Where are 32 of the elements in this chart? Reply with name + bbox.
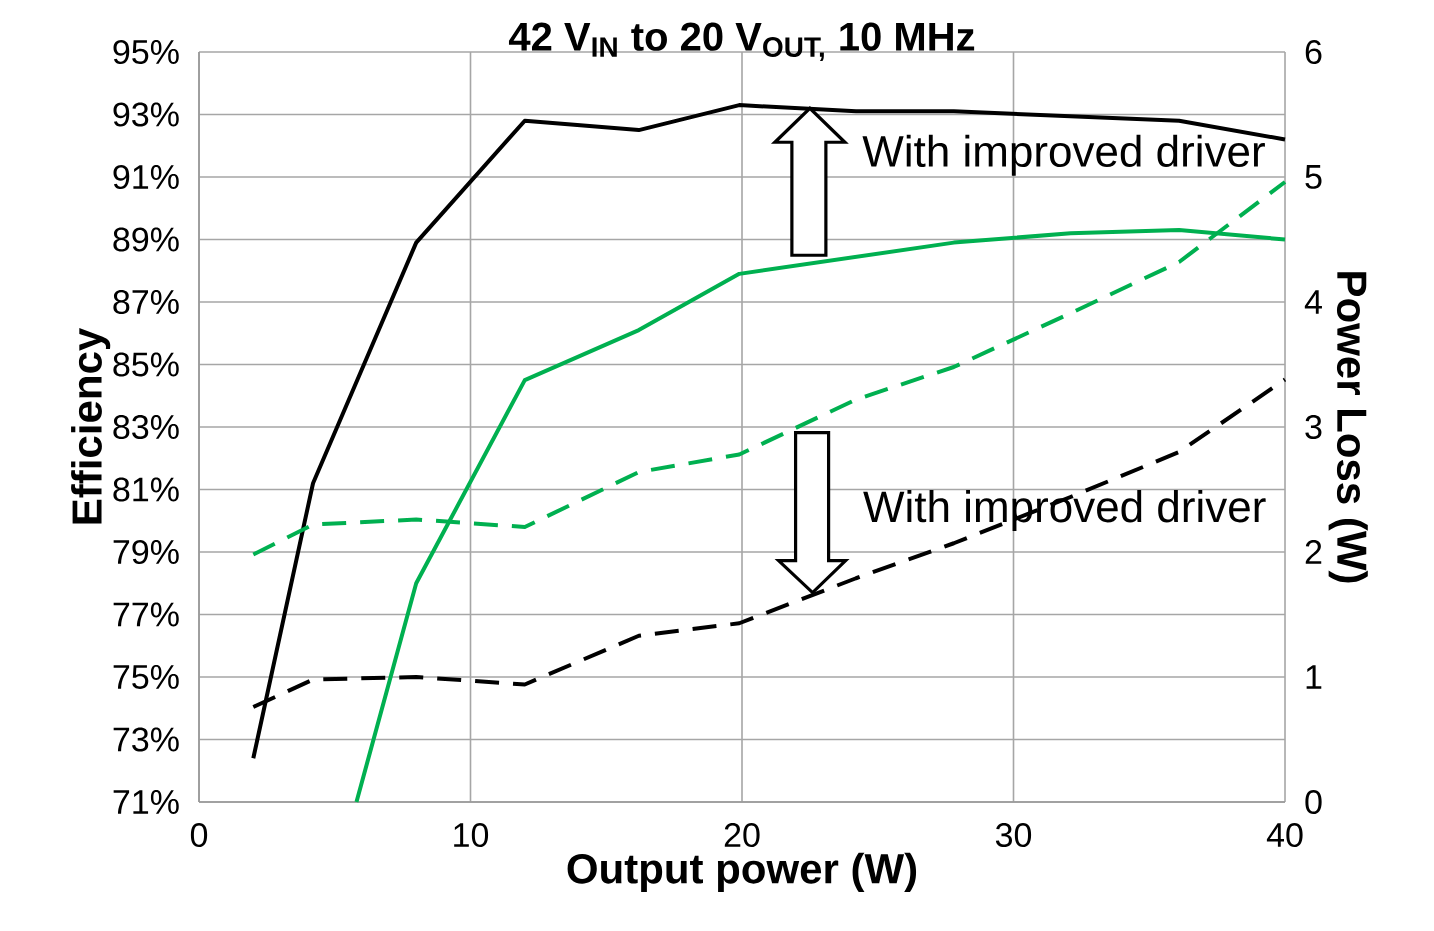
- annotation: With improved driver: [863, 490, 1266, 532]
- line-series: [251, 103, 1288, 761]
- y2-tick-label: 2: [1305, 540, 1322, 564]
- x-tick-label: 0: [190, 823, 208, 848]
- y-tick-label: 87%: [113, 289, 179, 315]
- y-tick-label: 81%: [113, 477, 179, 502]
- x-tick-label: 20: [724, 823, 760, 848]
- y-tick-label: 83%: [113, 414, 179, 440]
- y2-axis-title: Power Loss (W): [1328, 272, 1368, 583]
- y-tick-label: 75%: [113, 665, 179, 689]
- y-tick-label: 95%: [113, 39, 179, 65]
- y-tick-label: 91%: [113, 164, 179, 190]
- y2-tick-label: 1: [1306, 665, 1322, 689]
- y-tick-label: 93%: [113, 102, 179, 127]
- x-axis-title: Output power (W): [567, 852, 917, 892]
- x-tick-label: 40: [1266, 823, 1303, 848]
- y-tick-label: 73%: [113, 727, 179, 752]
- y2-tick-label: 5: [1305, 165, 1322, 189]
- annotation: With improved driver: [862, 134, 1265, 176]
- y-tick-label: 71%: [113, 790, 179, 814]
- y-tick-label: 89%: [113, 227, 179, 252]
- y-axis-title: Efficiency: [71, 328, 111, 524]
- x-tick-label: 30: [995, 823, 1032, 848]
- y-tick-label: 79%: [113, 539, 179, 565]
- y-tick-label: 77%: [113, 602, 179, 627]
- y2-tick-label: 3: [1305, 414, 1322, 440]
- x-tick-label: 10: [454, 823, 489, 848]
- chart-title: 42 V$_{IN}$ to 20 V$_{OUT,}$ 10 MHz: [508, 22, 975, 61]
- y2-tick-label: 6: [1305, 39, 1322, 65]
- y-tick-label: 85%: [113, 352, 179, 377]
- y2-tick-label: 4: [1304, 290, 1322, 314]
- y2-tick-label: 0: [1305, 789, 1322, 815]
